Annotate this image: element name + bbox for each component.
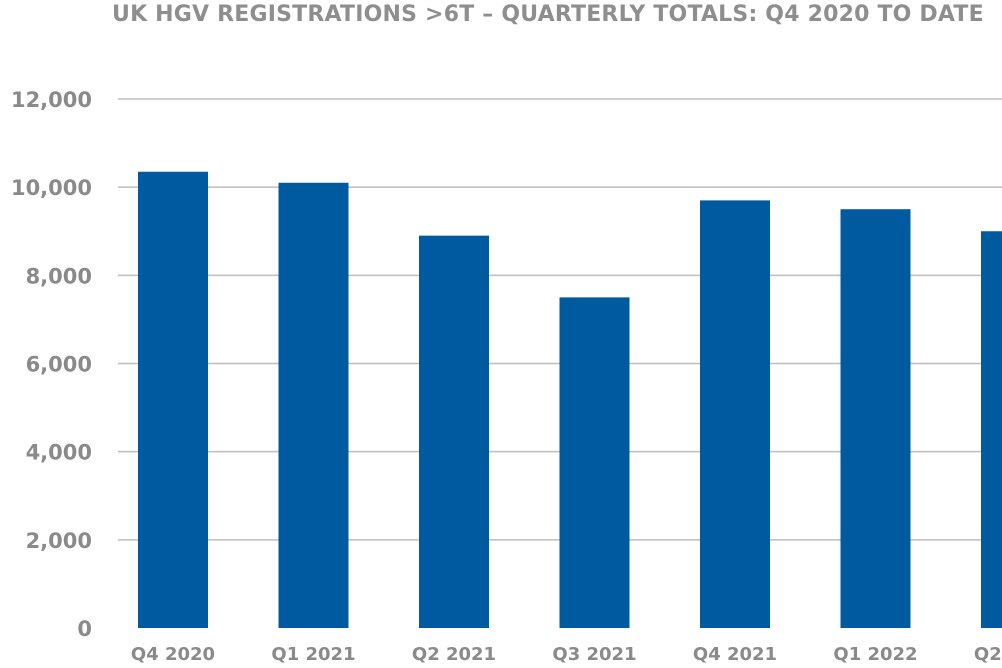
bars bbox=[138, 171, 1002, 629]
x-category-label: Q4 2021 bbox=[693, 644, 777, 665]
x-category-label: Q1 2021 bbox=[271, 644, 355, 665]
y-axis-tick-labels: 0 2,000 4,000 6,000 8,000 10,000 12,000 bbox=[11, 88, 92, 641]
bar bbox=[840, 209, 911, 629]
bar bbox=[419, 235, 489, 629]
y-tick-label: 10,000 bbox=[11, 176, 92, 200]
y-tick-label: 8,000 bbox=[26, 264, 92, 288]
x-axis-category-labels: Q4 2020 Q1 2021 Q2 2021 Q3 2021 Q4 2021 Q1 20… bbox=[131, 644, 1002, 665]
bar bbox=[559, 297, 630, 628]
bar bbox=[278, 182, 349, 628]
y-tick-label: 6,000 bbox=[26, 353, 92, 377]
x-category-label: Q2 2022 bbox=[974, 644, 1002, 665]
x-category-label: Q2 2021 bbox=[412, 644, 496, 665]
x-category-label: Q1 2022 bbox=[833, 644, 917, 665]
bar bbox=[700, 200, 770, 628]
y-tick-label: 12,000 bbox=[11, 88, 92, 112]
bar bbox=[981, 231, 1002, 628]
y-tick-label: 4,000 bbox=[26, 441, 92, 465]
y-tick-label: 2,000 bbox=[26, 529, 92, 553]
bar bbox=[138, 171, 208, 629]
chart-title: UK HGV REGISTRATIONS >6T – QUARTERLY TOT… bbox=[112, 2, 984, 27]
x-category-label: Q4 2020 bbox=[131, 644, 215, 665]
y-tick-label: 0 bbox=[77, 617, 92, 641]
x-category-label: Q3 2021 bbox=[552, 644, 636, 665]
